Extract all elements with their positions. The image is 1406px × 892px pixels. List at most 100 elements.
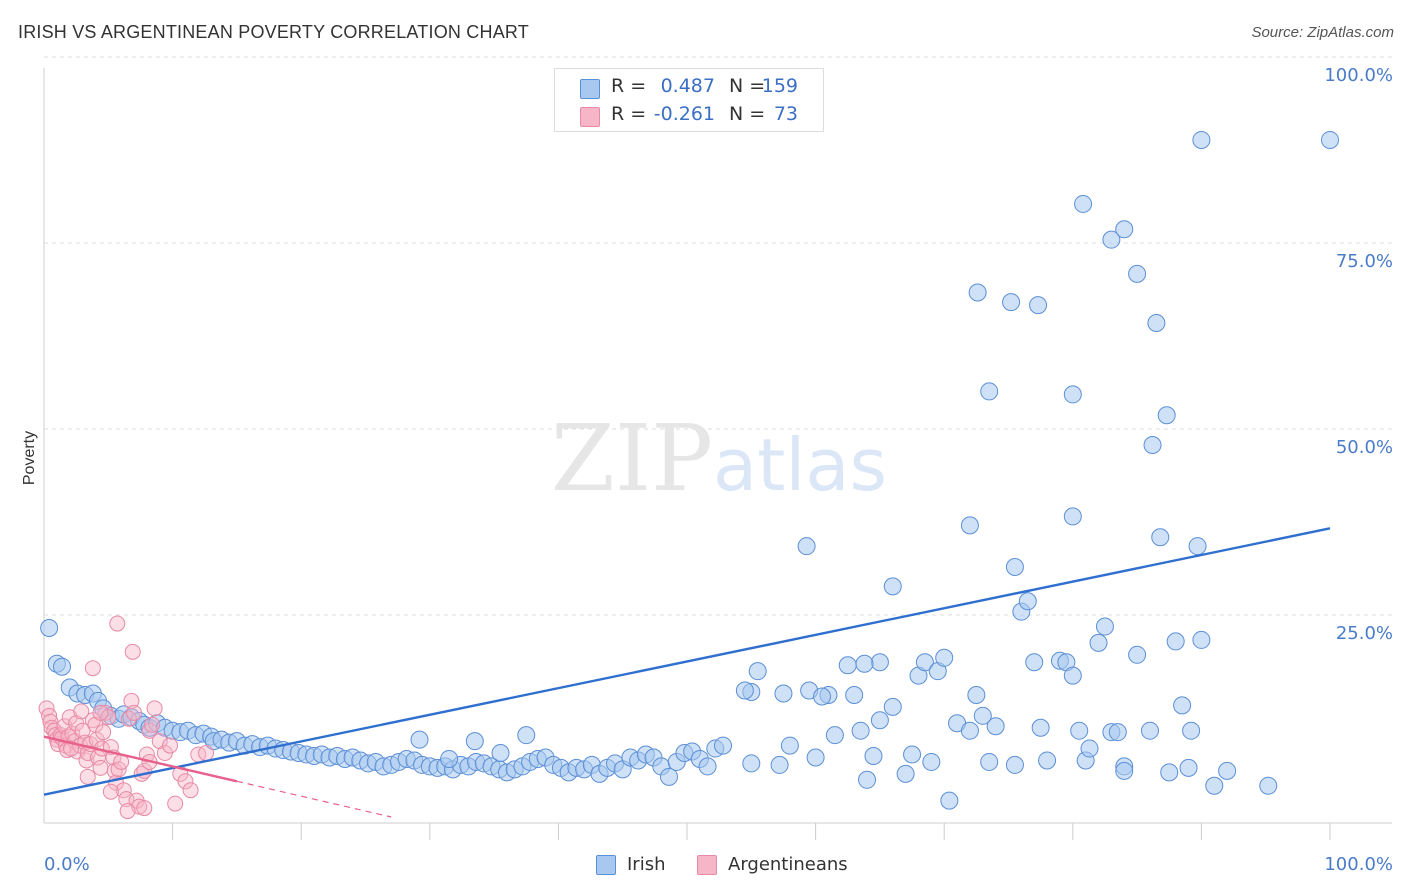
data-point-argentineans [84, 660, 101, 677]
data-point-irish [735, 681, 754, 700]
trendline-irish [43, 527, 1331, 796]
legend-r-value: 0.487 [660, 75, 715, 97]
data-point-irish [960, 516, 979, 535]
data-point-irish [1018, 592, 1037, 611]
data-point-irish [980, 382, 999, 401]
y-tick-label: 50.0% [1336, 437, 1393, 458]
data-point-irish [491, 744, 510, 763]
data-point-argentineans [95, 724, 112, 741]
source-label: Source: ZipAtlas.com [1251, 24, 1394, 41]
data-point-argentineans [92, 759, 109, 776]
data-point-argentineans [118, 791, 135, 808]
data-point-irish [1063, 507, 1082, 526]
data-point-irish [1089, 633, 1108, 652]
trendline-argentineans-extension [236, 780, 392, 818]
data-point-irish [40, 619, 59, 638]
data-point-irish [1002, 293, 1021, 312]
bottom-legend-label-irish: Irish [627, 854, 666, 875]
data-point-irish [883, 577, 902, 596]
legend-row-argentineans: R = -0.261 N = 73 [555, 101, 823, 129]
bottom-legend-swatch-irish [596, 855, 616, 875]
data-point-irish [813, 687, 832, 706]
data-point-irish [968, 283, 987, 302]
data-point-irish [797, 537, 816, 556]
data-point-irish [986, 717, 1005, 736]
legend-n-label: N = [729, 75, 766, 97]
data-point-irish [980, 752, 999, 771]
data-point-irish [1102, 230, 1121, 249]
data-point-irish [1188, 537, 1207, 556]
data-point-irish [698, 757, 717, 776]
data-point-irish [714, 736, 733, 755]
data-point-argentineans [124, 643, 141, 660]
watermark-atlas: atlas [713, 423, 887, 507]
data-point-irish [1166, 632, 1185, 651]
data-point-irish [1173, 696, 1192, 715]
data-point-irish [1143, 436, 1162, 454]
watermark-zip: ZIP [551, 405, 713, 512]
data-point-irish [1115, 220, 1134, 239]
data-point-irish [845, 685, 864, 704]
data-point-irish [896, 764, 915, 783]
bottom-legend-label-argentineans: Argentineans [728, 854, 848, 875]
data-point-argentineans [151, 733, 168, 750]
data-point-irish [659, 767, 678, 786]
data-point-irish [973, 706, 992, 725]
y-tick-label: 75.0% [1336, 251, 1393, 272]
tick-labels: 25.0% 50.0% 75.0% 100.0% 0.0% 100.0% [44, 65, 1393, 875]
data-point-argentineans [79, 768, 96, 785]
data-point-argentineans [79, 745, 96, 762]
data-point-irish [870, 711, 889, 730]
data-point-argentineans [102, 783, 119, 800]
legend-r-value: -0.261 [653, 103, 715, 125]
data-point-irish [440, 749, 459, 768]
data-point-irish [1157, 406, 1176, 425]
legend-n-label: N = [729, 103, 766, 125]
data-point-irish [770, 755, 789, 774]
data-point-irish [915, 653, 934, 672]
y-tick-label: 100.0% [1324, 65, 1393, 86]
data-point-argentineans [92, 704, 109, 721]
legend-r-label: R = [611, 103, 647, 125]
data-point-irish [1147, 313, 1166, 332]
data-point-argentineans [198, 745, 215, 762]
data-point-irish [1074, 194, 1093, 213]
data-point-argentineans [146, 700, 163, 717]
data-point-argentineans [177, 773, 194, 790]
data-point-irish [742, 754, 761, 773]
data-point-irish [410, 730, 429, 749]
data-point-irish [1259, 776, 1278, 795]
data-point-irish [903, 745, 922, 764]
data-point-argentineans [115, 782, 132, 799]
data-point-irish [838, 656, 857, 675]
grid-layer [43, 56, 1392, 840]
data-point-irish [1063, 385, 1082, 404]
legend-r-label: R = [611, 75, 647, 97]
data-point-irish [851, 721, 870, 740]
legend-swatch-argentineans [580, 107, 600, 127]
data-point-irish [1029, 296, 1048, 315]
y-tick-label: 25.0% [1336, 623, 1393, 644]
data-point-irish [1205, 776, 1224, 795]
data-point-irish [855, 654, 874, 673]
data-point-irish [774, 684, 793, 703]
data-point-irish [1070, 721, 1089, 740]
data-point-irish [1063, 666, 1082, 685]
data-point-argentineans [73, 703, 90, 720]
data-point-irish [1080, 739, 1099, 758]
data-point-argentineans [100, 709, 117, 726]
bottom-legend-swatch-argentineans [697, 855, 717, 875]
data-point-irish [960, 721, 979, 740]
data-point-irish [1115, 761, 1134, 780]
data-point-irish [1321, 130, 1339, 149]
data-point-irish [883, 697, 902, 716]
data-point-argentineans [119, 803, 136, 820]
data-point-irish [780, 736, 799, 755]
data-point-irish [1005, 755, 1024, 774]
data-point-irish [1192, 630, 1211, 649]
data-point-argentineans [162, 737, 179, 754]
trendline-argentineans [43, 735, 238, 783]
y-axis-label: Poverty [21, 431, 38, 485]
points-layer [38, 130, 1339, 820]
